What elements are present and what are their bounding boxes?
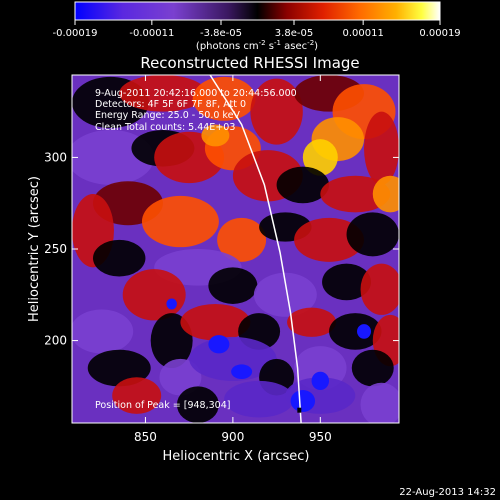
annotation-clean: Clean Total counts: 5.44E+03: [95, 122, 235, 133]
x-tick-label: 900: [221, 430, 244, 444]
colorbar: -0.00019 -0.00011 -3.8e-05 3.8e-05 0.00011 0.…: [53, 1, 461, 52]
y-tick-label: 300: [44, 150, 67, 164]
heatmap-blob: [311, 371, 330, 391]
colorbar-gradient: [74, 1, 441, 21]
chart-title: Reconstructed RHESSI Image: [140, 54, 359, 72]
colorbar-tick-label: 0.00019: [419, 28, 460, 39]
y-tick-label: 250: [44, 242, 67, 256]
heatmap-blob: [360, 382, 399, 423]
heatmap-blob: [141, 195, 219, 248]
x-tick-label: 850: [134, 430, 157, 444]
heatmap-blob: [372, 175, 399, 213]
axes: 850 900 950 200 250 300: [44, 75, 399, 444]
peak-marker: [297, 407, 302, 413]
heatmap-blob: [253, 272, 317, 317]
colorbar-tick-label: 3.8e-05: [275, 28, 313, 39]
heatmap-blob: [357, 324, 372, 339]
heatmap-blob: [329, 313, 382, 350]
heatmap-blob: [201, 124, 230, 147]
heatmap-blob: [231, 364, 253, 380]
heatmap-blob: [224, 380, 295, 418]
heatmap-blob: [287, 307, 337, 337]
heatmap-blob: [276, 166, 330, 204]
heatmap-blob: [322, 263, 372, 301]
heatmap-blob: [294, 217, 365, 262]
heatmap-blob: [364, 111, 399, 185]
heatmap-blob: [360, 263, 399, 315]
heatmap-blob: [180, 303, 251, 341]
colorbar-tick-label: -3.8e-05: [200, 28, 242, 39]
colorbar-ticks: -0.00019 -0.00011 -3.8e-05 3.8e-05 0.00011 0.…: [53, 20, 461, 39]
heatmap-blob: [112, 377, 162, 414]
heatmap-blob: [87, 349, 151, 387]
heatmap-blob: [320, 175, 391, 213]
y-axis-label: Heliocentric Y (arcsec): [27, 176, 42, 322]
heatmap-blob: [302, 139, 338, 176]
heatmap-blob: [290, 390, 316, 413]
annotation-peak: Position of Peak = [948,304]: [95, 400, 230, 411]
heatmap-blob: [119, 75, 207, 112]
annotations: 9-Aug-2011 20:42:16.000 to 20:44:56.000 …: [95, 88, 297, 411]
heatmap-blob: [250, 78, 303, 145]
heatmap-blob: [159, 358, 202, 396]
heatmap-blob: [208, 267, 258, 304]
heatmap-blob: [217, 217, 267, 262]
footer-timestamp: 22-Aug-2013 14:32: [399, 487, 496, 498]
colorbar-tick-label: 0.00011: [342, 28, 383, 39]
x-tick-label: 950: [309, 430, 332, 444]
x-axis-label: Heliocentric X (arcsec): [163, 449, 310, 464]
heatmap-blob: [92, 239, 146, 277]
colorbar-tick-label: -0.00011: [129, 28, 174, 39]
heatmap-blob: [192, 76, 256, 121]
annotation-time-range: 9-Aug-2011 20:42:16.000 to 20:44:56.000: [95, 88, 297, 99]
colorbar-unit-label: (photons cm-2 s-1 asec-2): [196, 39, 318, 52]
heatmap-blob: [351, 349, 394, 387]
y-tick-label: 200: [44, 334, 67, 348]
annotation-energy: Energy Range: 25.0 - 50.0 keV: [95, 110, 240, 121]
heatmap-blobs: [72, 75, 399, 423]
colorbar-tick-label: -0.00019: [53, 28, 98, 39]
heatmap-blob: [176, 386, 219, 423]
heatmap-blob: [122, 269, 186, 321]
heatmap-blob: [208, 335, 230, 354]
heatmap-blob: [72, 309, 134, 354]
solar-limb-line: [209, 75, 302, 423]
heatmap-blob: [346, 212, 399, 257]
heatmap-blob: [166, 298, 177, 310]
heatmap-image: [72, 75, 399, 423]
annotation-detectors: Detectors: 4F 5F 6F 7F 8F, Att 0: [95, 99, 246, 110]
